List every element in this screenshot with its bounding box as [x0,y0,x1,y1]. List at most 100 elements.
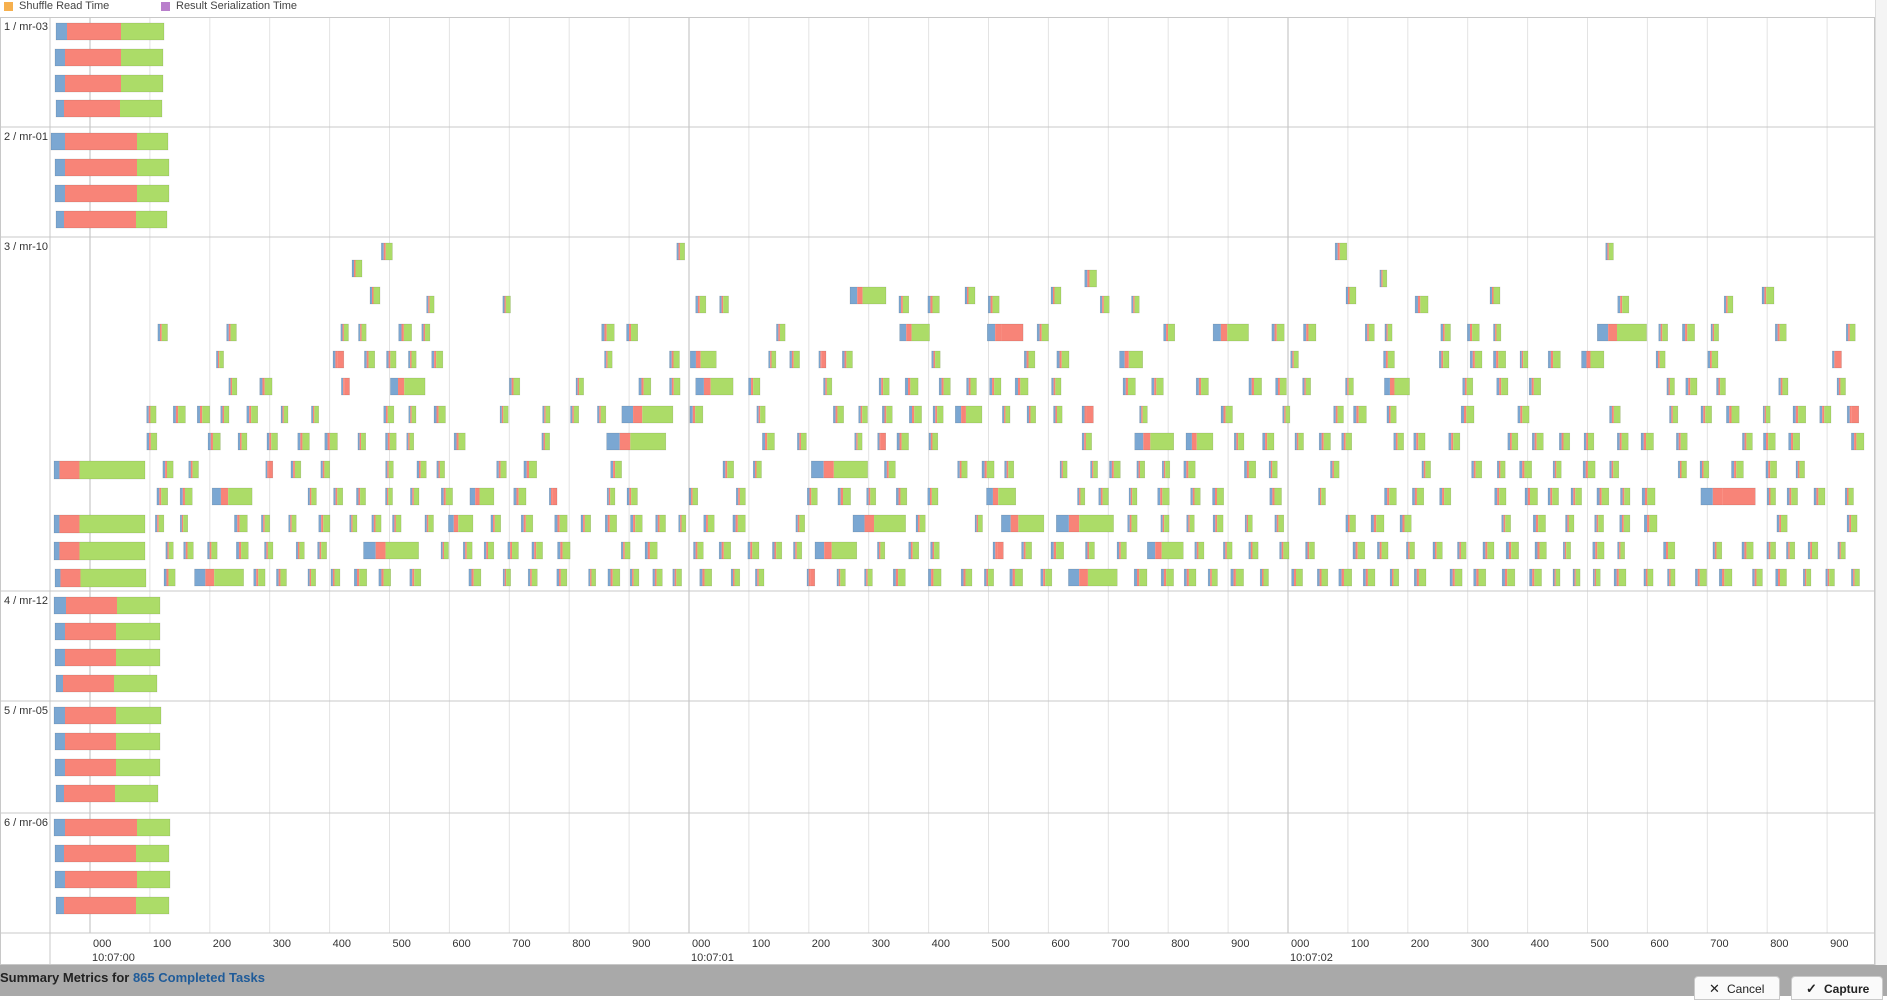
task-bar[interactable] [502,295,511,314]
task-bar[interactable] [211,487,253,506]
task-bar[interactable] [1119,350,1143,369]
task-bar[interactable] [318,514,331,533]
task-bar[interactable] [1699,460,1710,479]
task-bar[interactable] [1666,377,1675,396]
task-bar[interactable] [499,405,509,424]
task-bar[interactable] [899,323,930,342]
task-bar[interactable] [987,295,1000,314]
task-bar[interactable] [1795,460,1805,479]
task-bar[interactable] [1507,432,1519,451]
task-bar[interactable] [234,514,248,533]
task-bar[interactable] [1345,514,1356,533]
task-bar[interactable] [882,405,893,424]
task-bar[interactable] [644,541,658,560]
task-bar[interactable] [1212,487,1224,506]
task-bar[interactable] [866,487,877,506]
task-bar[interactable] [1009,568,1023,587]
task-bar[interactable] [1776,514,1788,533]
task-bar[interactable] [349,514,358,533]
task-bar[interactable] [307,568,316,587]
task-bar[interactable] [1723,295,1734,314]
task-bar[interactable] [276,568,287,587]
task-bar[interactable] [604,350,613,369]
task-bar[interactable] [207,432,221,451]
task-bar[interactable] [1655,350,1666,369]
task-bar[interactable] [436,460,445,479]
task-bar[interactable] [1846,405,1860,424]
task-bar[interactable] [1438,350,1450,369]
task-bar[interactable] [1501,568,1516,587]
task-bar[interactable] [55,674,158,693]
task-bar[interactable] [1482,541,1495,560]
task-bar[interactable] [54,648,161,667]
task-bar[interactable] [1248,377,1262,396]
task-bar[interactable] [915,514,926,533]
task-bar[interactable] [453,432,466,451]
task-bar[interactable] [1056,350,1070,369]
task-bar[interactable] [1338,568,1352,587]
task-bar[interactable] [53,541,146,561]
task-bar[interactable] [392,514,402,533]
task-bar[interactable] [811,460,868,479]
task-bar[interactable] [531,541,543,560]
task-bar[interactable] [814,541,858,560]
task-bar[interactable] [638,377,652,396]
task-bar[interactable] [928,568,942,587]
task-bar[interactable] [896,432,909,451]
task-bar[interactable] [719,295,729,314]
task-bar[interactable] [789,350,800,369]
task-bar[interactable] [1524,487,1538,506]
task-bar[interactable] [1592,568,1601,587]
task-bar[interactable] [1813,487,1826,506]
task-bar[interactable] [54,48,164,67]
task-bar[interactable] [1194,541,1205,560]
task-bar[interactable] [1053,405,1063,424]
task-bar[interactable] [1406,541,1415,560]
task-bar[interactable] [606,432,667,451]
task-bar[interactable] [1718,568,1733,587]
task-bar[interactable] [1825,568,1835,587]
task-bar[interactable] [1457,541,1467,560]
task-bar[interactable] [541,432,550,451]
task-bar[interactable] [1617,432,1629,451]
task-bar[interactable] [266,432,278,451]
task-bar[interactable] [55,210,168,229]
task-bar[interactable] [228,377,238,396]
task-bar[interactable] [1317,568,1329,587]
task-bar[interactable] [50,132,169,151]
task-bar[interactable] [927,487,939,506]
task-bar[interactable] [930,541,940,560]
task-bar[interactable] [1519,460,1532,479]
task-bar[interactable] [1496,460,1506,479]
task-bar[interactable] [406,432,415,451]
task-bar[interactable] [1084,269,1097,288]
task-bar[interactable] [1565,514,1575,533]
task-bar[interactable] [1731,460,1744,479]
task-bar[interactable] [1207,568,1218,587]
task-bar[interactable] [695,295,707,314]
task-bar[interactable] [1534,541,1547,560]
event-timeline[interactable]: 1 / mr-03 2 / mr-01 3 / mr-10 4 / mr-12 5 / … [0,17,1875,965]
task-bar[interactable] [1643,514,1658,533]
task-bar[interactable] [1134,432,1175,451]
task-bar[interactable] [1552,460,1562,479]
task-bar[interactable] [1186,514,1195,533]
task-bar[interactable] [1303,323,1317,342]
task-bar[interactable] [1547,350,1561,369]
task-bar[interactable] [1775,568,1787,587]
task-bar[interactable] [1393,432,1404,451]
task-bar[interactable] [1413,568,1427,587]
task-bar[interactable] [398,323,412,342]
task-bar[interactable] [54,184,170,203]
task-bar[interactable] [1469,350,1483,369]
task-bar[interactable] [695,377,734,396]
task-bar[interactable] [964,286,976,305]
task-bar[interactable] [1040,568,1053,587]
task-bar[interactable] [527,568,538,587]
task-bar[interactable] [1364,323,1375,342]
task-bar[interactable] [1494,487,1507,506]
task-bar[interactable] [409,568,422,587]
task-bar[interactable] [1161,460,1171,479]
task-bar[interactable] [549,487,558,506]
task-bar[interactable] [689,405,704,424]
